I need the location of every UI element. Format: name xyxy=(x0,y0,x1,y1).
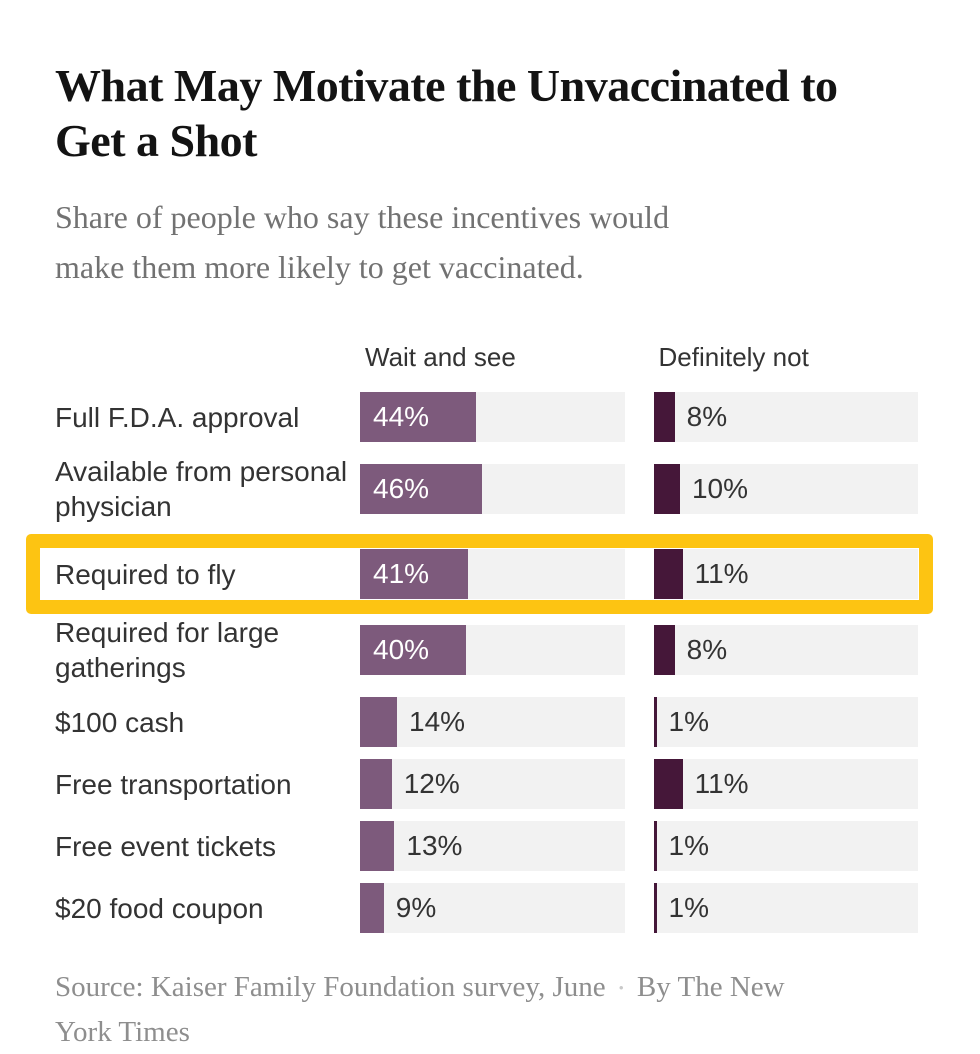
bar-value-label: 41% xyxy=(373,558,430,589)
separator-dot: • xyxy=(618,981,624,997)
chart-subtitle-line-2: make them more likely to get vaccinated. xyxy=(55,249,584,285)
chart-row: Full F.D.A. approval 44% 8% xyxy=(55,392,918,442)
bar-track-wait-and-see: 9% xyxy=(360,883,625,933)
chart-row: Required to fly 41% 11% xyxy=(26,534,933,614)
bar-definitely-not xyxy=(653,549,683,599)
chart-rows: Full F.D.A. approval 44% 8% Available from … xyxy=(26,392,933,933)
bar-definitely-not xyxy=(653,625,675,675)
chart-row: Required for large gatherings 40% 8% xyxy=(55,615,918,685)
chart-row: Available from personal physician 46% 10% xyxy=(55,454,918,524)
chart-title-line-2: Get a Shot xyxy=(55,115,258,166)
bar-track-definitely-not: 1% xyxy=(653,883,918,933)
column-headers: Wait and see Definitely not xyxy=(55,342,918,373)
bar-track-definitely-not: 1% xyxy=(653,697,918,747)
source-line: Source: Kaiser Family Foundation survey,… xyxy=(55,966,830,1054)
row-label-required-for-large-gatherings: Required for large gatherings xyxy=(55,617,280,683)
chart-subtitle: Share of people who say these incentives… xyxy=(55,192,918,292)
row-label-required-to-fly: Required to fly xyxy=(55,558,236,590)
bar-wait-and-see: 40% xyxy=(360,625,466,675)
bar-value-label: 1% xyxy=(668,830,709,861)
chart-row: Free transportation 12% 11% xyxy=(55,759,918,809)
bar-track-wait-and-see: 40% xyxy=(360,625,625,675)
chart-subtitle-line-1: Share of people who say these incentives… xyxy=(55,199,670,235)
bar-track-wait-and-see: 41% xyxy=(360,549,625,599)
column-gap xyxy=(625,342,654,373)
bar-definitely-not xyxy=(653,821,657,871)
bar-chart: Wait and see Definitely not Full F.D.A. … xyxy=(26,342,933,933)
bar-value-label: 9% xyxy=(395,892,437,923)
bar-definitely-not xyxy=(653,883,657,933)
bar-value-label: 11% xyxy=(694,558,749,589)
bar-track-wait-and-see: 13% xyxy=(360,821,625,871)
bar-value-label: 46% xyxy=(373,473,430,504)
bar-value-label: 12% xyxy=(403,768,460,799)
bar-value-label: 13% xyxy=(406,830,463,861)
bar-value-label: 8% xyxy=(686,634,728,665)
source-text: Source: Kaiser Family Foundation survey,… xyxy=(55,971,606,1003)
bar-track-definitely-not: 11% xyxy=(653,549,918,599)
column-header-definitely-not: Definitely not xyxy=(658,342,809,372)
bar-wait-and-see xyxy=(360,759,392,809)
bar-definitely-not xyxy=(653,464,680,514)
bar-track-wait-and-see: 12% xyxy=(360,759,625,809)
column-header-wait-and-see: Wait and see xyxy=(365,342,516,372)
bar-value-label: 1% xyxy=(668,706,709,737)
bar-track-definitely-not: 11% xyxy=(653,759,918,809)
bar-value-label: 1% xyxy=(668,892,709,923)
bar-track-definitely-not: 8% xyxy=(653,625,918,675)
bar-track-wait-and-see: 14% xyxy=(360,697,625,747)
bar-definitely-not xyxy=(653,759,683,809)
bar-track-definitely-not: 10% xyxy=(653,464,918,514)
bar-wait-and-see: 46% xyxy=(360,464,482,514)
bar-value-label: 8% xyxy=(686,401,728,432)
bar-wait-and-see: 44% xyxy=(360,392,477,442)
byline-text: By The New York Times xyxy=(55,971,785,1048)
bar-value-label: 44% xyxy=(373,401,430,432)
row-label-free-event-tickets: Free event tickets xyxy=(55,830,276,862)
chart-title-line-1: What May Motivate the Unvaccinated to xyxy=(55,60,838,111)
bar-track-wait-and-see: 44% xyxy=(360,392,625,442)
row-label-20-food-coupon: $20 food coupon xyxy=(55,892,264,924)
row-label-100-cash: $100 cash xyxy=(55,706,185,738)
bar-definitely-not xyxy=(653,392,675,442)
chart-row: Free event tickets 13% 1% xyxy=(55,821,918,871)
column-header-spacer xyxy=(55,342,360,373)
bar-wait-and-see xyxy=(360,883,384,933)
bar-track-definitely-not: 1% xyxy=(653,821,918,871)
bar-wait-and-see xyxy=(360,697,398,747)
bar-definitely-not xyxy=(653,697,657,747)
chart-row: $20 food coupon 9% 1% xyxy=(55,883,918,933)
bar-value-label: 14% xyxy=(409,706,466,737)
bar-value-label: 10% xyxy=(691,473,748,504)
bar-track-wait-and-see: 46% xyxy=(360,464,625,514)
bar-wait-and-see: 41% xyxy=(360,549,469,599)
row-label-free-transportation: Free transportation xyxy=(55,768,292,800)
bar-track-definitely-not: 8% xyxy=(653,392,918,442)
chart-title: What May Motivate the Unvaccinated to Ge… xyxy=(55,58,918,168)
bar-wait-and-see xyxy=(360,821,395,871)
bar-value-label: 11% xyxy=(694,768,749,799)
row-label-full-f-d-a-approval: Full F.D.A. approval xyxy=(55,401,300,433)
bar-value-label: 40% xyxy=(373,634,430,665)
row-label-available-from-personal-physician: Available from personal physician xyxy=(55,456,348,522)
chart-row: $100 cash 14% 1% xyxy=(55,697,918,747)
